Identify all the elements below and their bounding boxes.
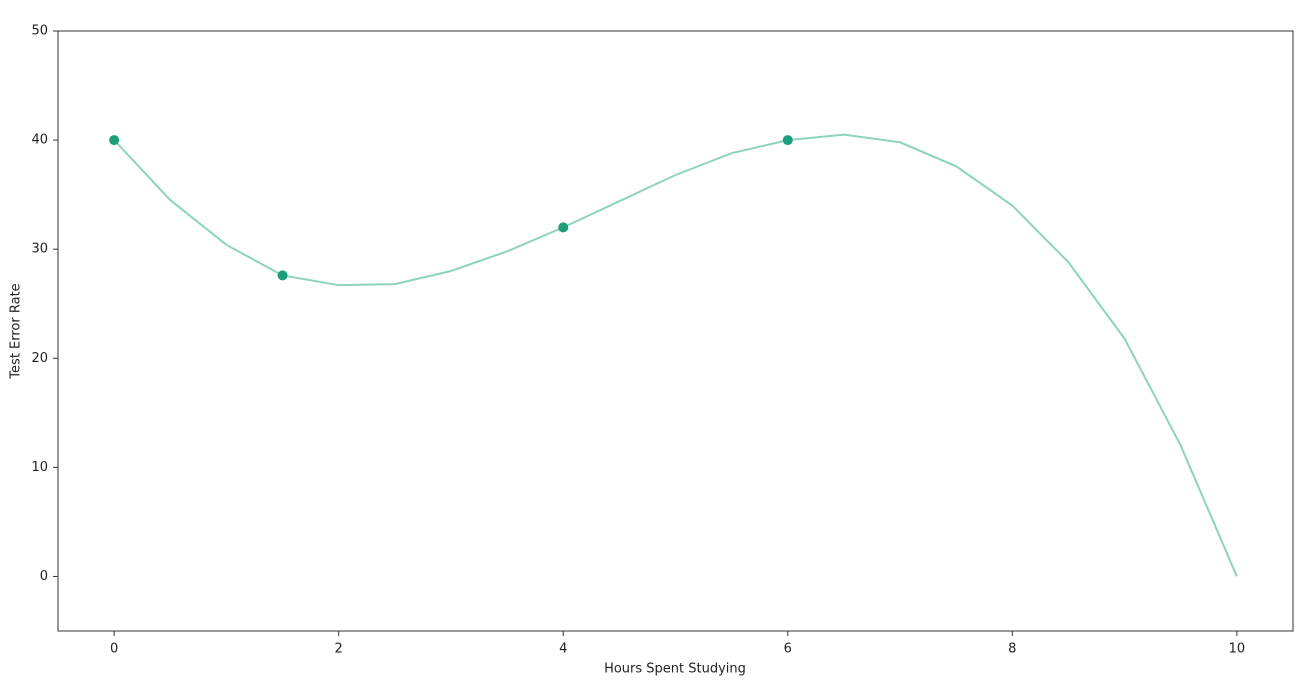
x-tick-label: 6 <box>784 642 792 657</box>
x-tick-label: 2 <box>335 642 343 657</box>
point <box>558 222 569 233</box>
y-tick-label: 40 <box>31 133 48 148</box>
y-tick-label: 10 <box>31 460 48 475</box>
y-tick-label: 0 <box>40 569 48 584</box>
x-axis-label: Hours Spent Studying <box>604 662 746 677</box>
y-tick-label: 50 <box>31 24 48 39</box>
point <box>782 135 793 146</box>
plot-frame <box>57 30 1294 632</box>
y-tick-label: 20 <box>31 351 48 366</box>
y-axis-label: Test Error Rate <box>9 283 24 379</box>
x-tick-label: 4 <box>559 642 567 657</box>
point <box>277 270 288 281</box>
x-tick-label: 0 <box>110 642 118 657</box>
x-tick-label: 10 <box>1229 642 1246 657</box>
line <box>113 133 1238 577</box>
point <box>109 135 120 146</box>
y-tick-label: 30 <box>31 242 48 257</box>
x-tick-label: 8 <box>1008 642 1016 657</box>
